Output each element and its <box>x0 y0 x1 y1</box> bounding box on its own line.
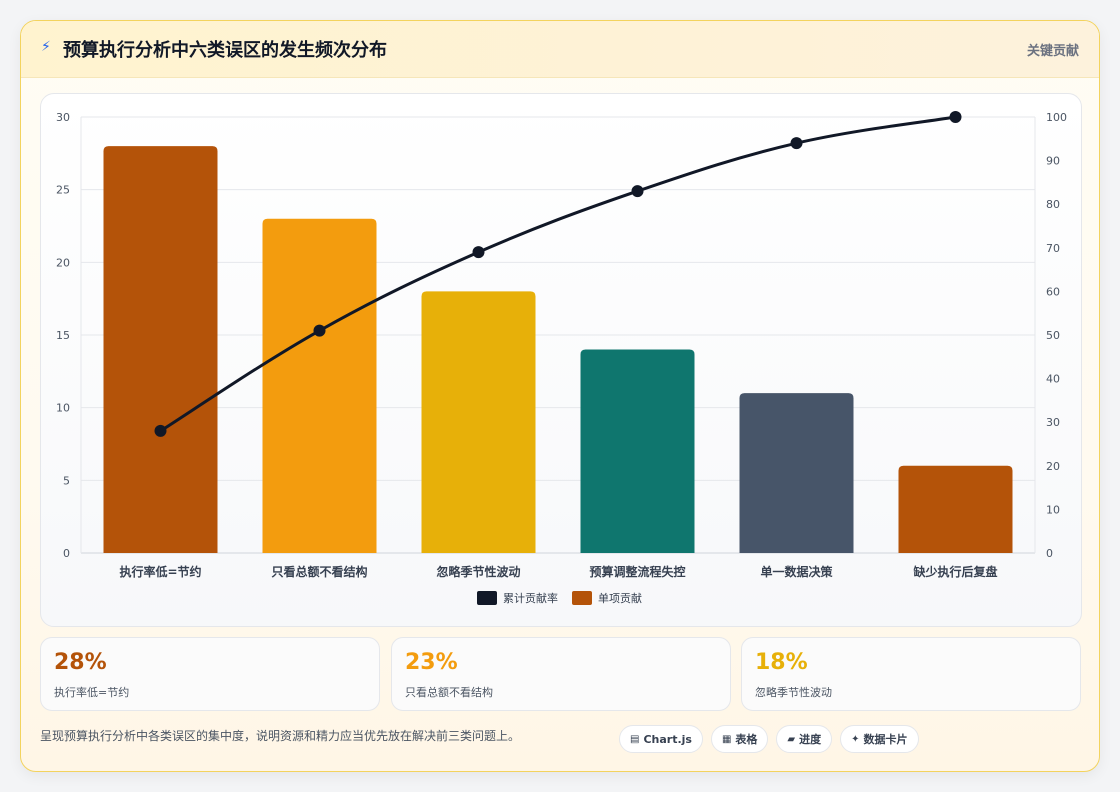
y-right-tick-label: 0 <box>1046 547 1053 560</box>
y-right-tick-label: 70 <box>1046 242 1060 255</box>
y-left-tick-label: 20 <box>56 256 70 269</box>
chip-data-card[interactable]: ✦ 数据卡片 <box>840 725 919 753</box>
y-left-tick-label: 5 <box>63 474 70 487</box>
sparkle-icon: ✦ <box>851 733 860 745</box>
bar-1 <box>103 146 218 554</box>
y-right-tick-label: 80 <box>1046 198 1060 211</box>
y-right-tick-label: 50 <box>1046 329 1060 342</box>
y-right-tick-label: 100 <box>1046 111 1067 124</box>
legend-swatch-bar <box>572 591 592 605</box>
chip-label: Chart.js <box>643 732 692 746</box>
card-header: ⚡ 预算执行分析中六类误区的发生频次分布 关键贡献 <box>21 21 1099 78</box>
cumulative-point-4 <box>631 185 644 198</box>
y-left-tick-label: 15 <box>56 329 70 342</box>
stat-label: 执行率低=节约 <box>54 686 130 699</box>
y-right-tick-label: 60 <box>1046 285 1060 298</box>
tech-chips: ▤ Chart.js ▦ 表格 ▰ 进度 ✦ 数据卡片 <box>619 725 919 753</box>
pareto-chart: 0 5 10 15 20 25 30 0 10 20 30 40 50 60 70 80 90 100 执行率低=节… <box>56 111 1067 605</box>
cumulative-point-3 <box>472 246 485 259</box>
x-tick-label: 执行率低=节约 <box>119 564 201 579</box>
bar-3 <box>421 291 536 553</box>
cumulative-point-1 <box>154 424 167 437</box>
y-right-tick-label: 40 <box>1046 373 1060 386</box>
cumulative-point-5 <box>790 137 803 150</box>
legend-swatch-cumulative <box>477 591 497 605</box>
legend-label-bar: 单项贡献 <box>598 591 642 605</box>
bar-5 <box>739 393 854 553</box>
chart-card: ⚡ 预算执行分析中六类误区的发生频次分布 关键贡献 0 5 10 15 20 25 30 0 1… <box>20 20 1100 772</box>
stat-value: 23% <box>405 650 458 675</box>
chip-label: 表格 <box>735 733 758 746</box>
y-left-tick-label: 10 <box>56 402 70 415</box>
y-left-tick-label: 30 <box>56 111 70 124</box>
stat-value: 18% <box>755 650 808 675</box>
x-tick-label: 单一数据决策 <box>760 564 833 579</box>
y-left-tick-label: 0 <box>63 547 70 560</box>
x-tick-label: 只看总额不看结构 <box>271 564 367 579</box>
cumulative-line <box>159 115 956 433</box>
x-tick-label: 忽略季节性波动 <box>436 564 520 579</box>
chip-progress[interactable]: ▰ 进度 <box>776 725 833 753</box>
cumulative-point-2 <box>313 324 326 337</box>
stat-card-2: 23% 只看总额不看结构 <box>391 637 731 711</box>
stat-label: 只看总额不看结构 <box>405 686 493 699</box>
legend-label-cumulative: 累计贡献率 <box>503 591 558 605</box>
progress-icon: ▰ <box>787 733 796 745</box>
bar-6 <box>898 465 1013 553</box>
x-tick-label: 预算调整流程失控 <box>589 564 685 579</box>
chart-description: 呈现预算执行分析中各类误区的集中度，说明资源和精力应当优先放在解决前三类问题上。 <box>40 729 521 743</box>
stat-label: 忽略季节性波动 <box>755 686 832 699</box>
bar-2 <box>262 218 377 553</box>
page-title: 预算执行分析中六类误区的发生频次分布 <box>63 40 387 61</box>
y-right-tick-label: 90 <box>1046 155 1060 168</box>
stat-value: 28% <box>54 650 107 675</box>
cumulative-point-6 <box>949 111 962 123</box>
chart-panel: 0 5 10 15 20 25 30 0 10 20 30 40 50 60 70 80 90 100 执行率低=节… <box>40 93 1082 627</box>
chip-label: 数据卡片 <box>863 733 908 746</box>
chip-chartjs[interactable]: ▤ Chart.js <box>619 725 703 753</box>
chart-icon: ▤ <box>630 733 640 745</box>
bolt-icon: ⚡ <box>41 39 51 55</box>
x-tick-label: 缺少执行后复盘 <box>913 564 997 579</box>
table-icon: ▦ <box>721 733 732 745</box>
bar-4 <box>580 349 695 553</box>
stat-card-3: 18% 忽略季节性波动 <box>741 637 1081 711</box>
header-tag: 关键贡献 <box>1026 44 1079 59</box>
y-left-tick-label: 25 <box>56 184 70 197</box>
y-right-tick-label: 20 <box>1046 460 1060 473</box>
y-right-tick-label: 30 <box>1046 416 1060 429</box>
chip-label: 进度 <box>799 733 822 746</box>
chip-table[interactable]: ▦ 表格 <box>710 725 769 753</box>
y-right-tick-label: 10 <box>1046 503 1060 516</box>
stat-card-1: 28% 执行率低=节约 <box>40 637 380 711</box>
